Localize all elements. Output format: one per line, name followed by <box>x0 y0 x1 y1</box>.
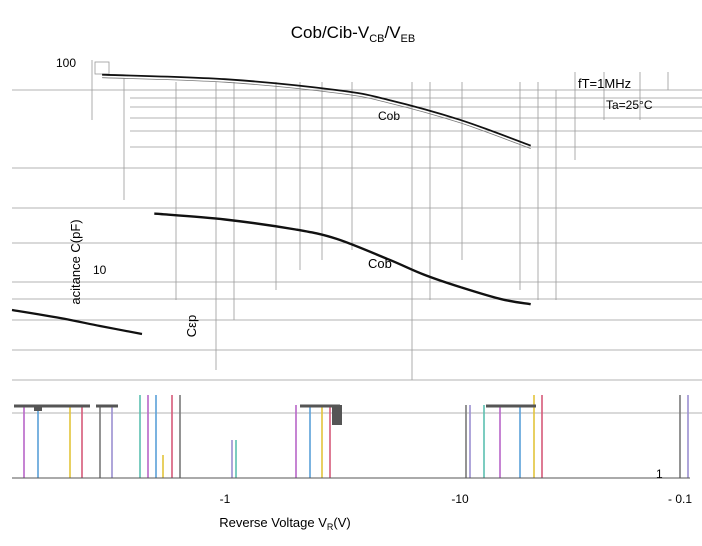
x-axis-label-tail: (V) <box>333 515 350 530</box>
grid-corner-box <box>94 61 110 75</box>
label-frequency: fT=1MHz <box>578 76 631 91</box>
series-line-2-shadow <box>102 77 531 149</box>
x-tick-1: -1 <box>220 492 231 506</box>
artifact-block <box>34 405 42 411</box>
x-axis-label: Reverse Voltage VR(V) <box>219 515 351 532</box>
series-fragment <box>11 308 143 336</box>
chart-title-main: Cob/Cib-V <box>291 23 370 42</box>
series-curves <box>11 73 532 336</box>
label-cob-upper: Cob <box>378 109 400 123</box>
label-cep: Cεp <box>184 315 199 337</box>
artifact-block <box>332 405 342 425</box>
x-axis-label-main: Reverse Voltage V <box>219 515 327 530</box>
x-tick-10: -10 <box>451 492 469 506</box>
x-axis-label-sub: R <box>327 522 334 532</box>
grid-lines <box>12 60 702 414</box>
series-line-2 <box>102 73 532 147</box>
scan-artifacts <box>14 395 689 478</box>
y-axis-label: acitance C(pF) <box>68 219 83 304</box>
chart-title: Cob/Cib-VCB/VEB <box>291 23 415 45</box>
label-temperature: Ta=25°C <box>606 98 653 112</box>
x-tick-0-1: - 0.1 <box>668 492 692 506</box>
chart-title-sub2: EB <box>401 33 416 45</box>
series-line-1 <box>154 212 531 306</box>
y-tick-100: 100 <box>56 56 76 70</box>
y-tick-10: 10 <box>93 263 107 277</box>
chart-title-sub1: CB <box>369 33 384 45</box>
chart-title-slash: /V <box>384 23 401 42</box>
y-tick-1: 1 <box>656 467 663 481</box>
label-cob-lower: Cob <box>368 256 392 271</box>
